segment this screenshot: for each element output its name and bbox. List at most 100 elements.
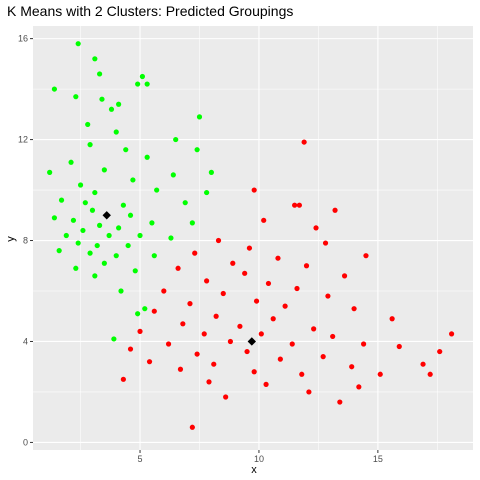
green-cluster-point [132, 268, 138, 274]
x-tick-label: 10 [254, 454, 264, 464]
green-cluster-point [87, 250, 93, 256]
red-cluster-point [396, 343, 402, 350]
red-cluster-point [120, 376, 126, 382]
green-cluster-point [208, 169, 214, 175]
red-cluster-point [204, 278, 210, 284]
green-cluster-point [96, 222, 103, 228]
green-cluster-point [116, 225, 122, 231]
plot-area: 5 10 15 0 4 8 12 16 [18, 26, 473, 464]
y-axis-title: y [5, 236, 17, 242]
red-cluster-point [427, 371, 433, 377]
green-cluster-point [204, 189, 210, 196]
red-cluster-point [244, 348, 250, 355]
red-cluster-point [137, 328, 143, 334]
red-cluster-point [341, 273, 348, 279]
green-cluster-point [89, 207, 96, 213]
green-cluster-point [111, 336, 117, 342]
red-cluster-point [296, 202, 302, 208]
green-cluster-point [173, 136, 179, 143]
green-cluster-point [94, 242, 100, 249]
red-cluster-point [349, 364, 355, 370]
red-cluster-point [251, 369, 257, 375]
red-cluster-point [265, 280, 272, 287]
green-cluster-point [82, 200, 88, 206]
red-cluster-point [127, 346, 134, 352]
red-cluster-point [313, 225, 319, 231]
red-cluster-point [246, 245, 253, 251]
red-cluster-point [301, 139, 307, 145]
green-cluster-point [118, 288, 124, 294]
red-cluster-point [194, 351, 200, 357]
red-cluster-point [251, 187, 257, 193]
green-cluster-point [196, 114, 203, 120]
green-cluster-point [77, 182, 84, 188]
green-cluster-point [96, 71, 103, 77]
red-cluster-point [151, 308, 157, 314]
red-cluster-point [177, 366, 184, 372]
red-cluster-point [263, 381, 269, 387]
red-cluster-point [363, 253, 369, 259]
green-cluster-point [135, 81, 141, 87]
red-cluster-point [330, 333, 336, 340]
red-cluster-point [213, 313, 219, 319]
green-cluster-point [113, 129, 119, 135]
red-cluster-point [189, 424, 195, 430]
red-cluster-point [253, 298, 260, 304]
red-cluster-point [211, 361, 217, 367]
red-cluster-point [448, 331, 455, 337]
green-cluster-point [137, 232, 143, 239]
green-cluster-point [125, 242, 131, 249]
red-cluster-point [320, 354, 326, 360]
red-cluster-point [201, 331, 207, 337]
red-cluster-point [282, 303, 288, 309]
green-cluster-point [101, 260, 107, 266]
green-cluster-point [80, 227, 86, 234]
red-cluster-point [227, 338, 234, 345]
red-cluster-point [292, 202, 298, 208]
x-tick-label: 15 [373, 454, 383, 464]
red-cluster-point [351, 306, 357, 312]
cluster-center-point [247, 337, 257, 346]
green-cluster-point [92, 56, 98, 62]
red-cluster-point [325, 293, 331, 299]
red-cluster-point [175, 265, 181, 271]
green-cluster-point [92, 273, 98, 279]
red-cluster-point [437, 348, 443, 355]
green-cluster-point [73, 94, 79, 100]
green-cluster-point [113, 253, 119, 259]
red-cluster-point [215, 237, 222, 244]
green-cluster-point [87, 142, 93, 148]
red-cluster-point [337, 399, 343, 405]
red-cluster-point [165, 341, 172, 347]
red-cluster-point [306, 389, 312, 395]
green-cluster-point [58, 197, 65, 203]
green-cluster-point [47, 169, 53, 175]
red-cluster-point [230, 260, 236, 266]
green-cluster-point [63, 232, 69, 239]
y-tick-label: 0 [23, 437, 28, 447]
red-cluster-point [389, 316, 395, 322]
red-cluster-point [294, 285, 300, 292]
green-cluster-point [51, 86, 58, 92]
green-cluster-point [106, 232, 112, 239]
green-cluster-point [99, 96, 105, 102]
green-cluster-point [51, 215, 58, 221]
red-cluster-point [223, 394, 229, 400]
red-cluster-point [356, 384, 362, 390]
red-cluster-point [237, 323, 243, 329]
green-cluster-point [151, 253, 157, 259]
y-tick-label: 12 [18, 135, 28, 145]
green-cluster-point [116, 101, 122, 107]
green-cluster-point [168, 235, 174, 241]
y-tick-label: 16 [18, 34, 28, 44]
red-cluster-point [161, 288, 167, 294]
red-cluster-point [420, 361, 426, 367]
red-cluster-point [270, 316, 276, 322]
green-cluster-point [142, 306, 148, 312]
green-cluster-point [75, 41, 81, 47]
green-cluster-point [92, 189, 98, 196]
red-cluster-point [322, 240, 329, 246]
cluster-center-point [102, 211, 111, 220]
red-cluster-point [277, 356, 283, 362]
red-cluster-point [311, 326, 317, 332]
